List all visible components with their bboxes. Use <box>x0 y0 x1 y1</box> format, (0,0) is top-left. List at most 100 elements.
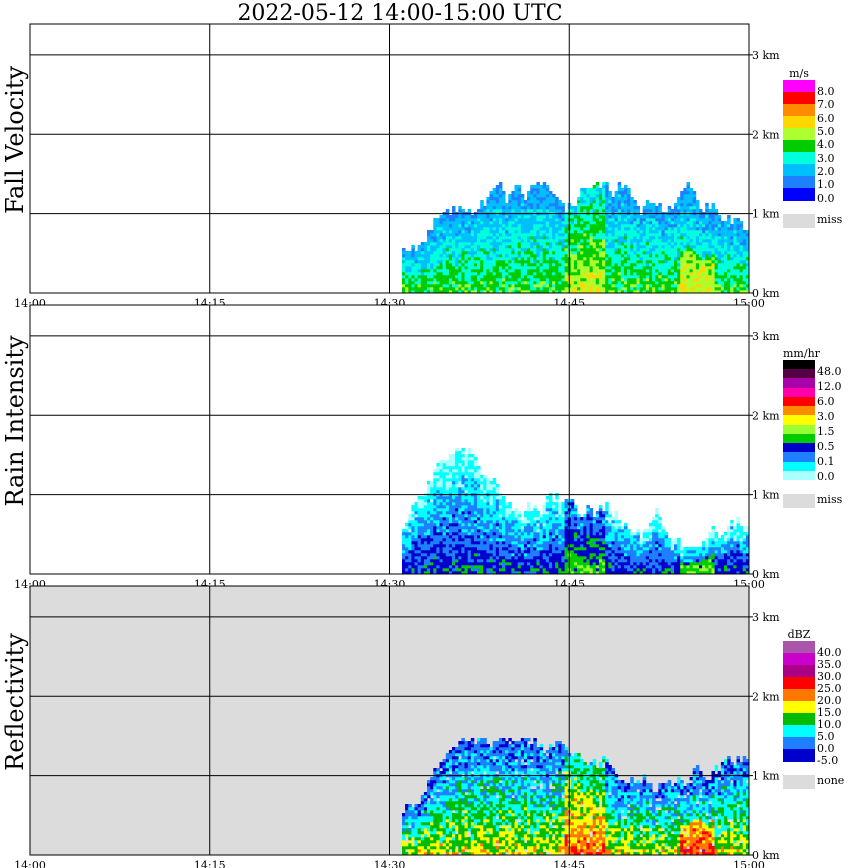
echo-cell <box>705 257 709 261</box>
echo-cell <box>458 475 462 479</box>
echo-cell <box>502 505 506 509</box>
echo-cell <box>639 239 644 243</box>
echo-cell <box>467 227 472 231</box>
echo-cell <box>548 248 553 252</box>
echo-cell <box>598 275 603 279</box>
echo-cell <box>589 251 594 255</box>
echo-cell <box>417 272 422 276</box>
echo-cell <box>533 532 537 536</box>
echo-cell <box>483 484 487 488</box>
echo-cell <box>720 275 725 279</box>
echo-cell <box>436 263 440 267</box>
echo-cell <box>552 502 556 506</box>
echo-cell <box>511 565 515 569</box>
echo-cell <box>695 251 700 255</box>
echo-cell <box>405 550 409 554</box>
echo-cell <box>464 278 469 282</box>
echo-cell <box>658 227 662 231</box>
echo-cell <box>745 248 750 252</box>
echo-cell <box>505 541 509 545</box>
echo-cell <box>639 287 644 291</box>
echo-cell <box>514 203 519 207</box>
echo-cell <box>448 245 453 249</box>
echo-cell <box>464 514 469 518</box>
echo-cell <box>467 565 472 569</box>
echo-cell <box>636 290 641 294</box>
echo-cell <box>486 203 490 207</box>
echo-cell <box>545 517 550 521</box>
echo-cell <box>498 278 503 282</box>
echo-cell <box>558 523 562 527</box>
echo-cell <box>745 230 750 234</box>
echo-cell <box>595 182 600 186</box>
echo-cell <box>624 242 628 246</box>
echo-cell <box>733 224 737 228</box>
echo-cell <box>480 565 484 569</box>
legend-label: 0.0 <box>817 191 835 205</box>
echo-cell <box>458 233 462 237</box>
echo-cell <box>605 221 609 225</box>
echo-cell <box>436 538 440 542</box>
echo-cell <box>545 571 550 575</box>
echo-cell <box>495 281 500 285</box>
echo-cell <box>464 475 469 479</box>
echo-cell <box>448 508 453 512</box>
echo-cell <box>495 553 500 557</box>
echo-cell <box>505 523 509 527</box>
echo-cell <box>523 266 528 270</box>
echo-cell <box>433 559 437 563</box>
echo-cell <box>661 218 666 222</box>
echo-cell <box>411 272 415 276</box>
echo-cell <box>670 215 675 219</box>
echo-cell <box>539 523 544 527</box>
echo-cell <box>442 562 447 566</box>
echo-cell <box>436 269 440 273</box>
echo-cell <box>514 529 519 533</box>
echo-cell <box>436 266 440 270</box>
echo-cell <box>595 269 600 273</box>
echo-cell <box>583 535 587 539</box>
echo-cell <box>452 290 456 294</box>
echo-cell <box>523 209 528 213</box>
echo-cell <box>455 284 459 288</box>
echo-cell <box>427 287 431 291</box>
echo-cell <box>739 272 744 276</box>
echo-cell <box>652 215 656 219</box>
echo-cell <box>511 242 515 246</box>
echo-cell <box>614 236 619 240</box>
echo-cell <box>592 230 597 234</box>
echo-cell <box>573 209 578 213</box>
echo-cell <box>542 517 547 521</box>
echo-cell <box>561 505 565 509</box>
echo-cell <box>586 266 590 270</box>
echo-cell <box>680 284 684 288</box>
echo-cell <box>639 215 644 219</box>
echo-cell <box>439 230 444 234</box>
echo-cell <box>411 565 415 569</box>
echo-cell <box>580 565 584 569</box>
echo-cell <box>702 224 706 228</box>
echo-cell <box>583 221 587 225</box>
echo-cell <box>508 215 512 219</box>
echo-cell <box>602 215 606 219</box>
echo-cell <box>498 559 503 563</box>
echo-cell <box>492 251 497 255</box>
echo-cell <box>470 242 475 246</box>
echo-cell <box>545 272 550 276</box>
echo-cell <box>536 559 540 563</box>
echo-cell <box>473 278 478 282</box>
echo-cell <box>408 520 412 524</box>
echo-cell <box>495 188 500 192</box>
echo-cell <box>570 239 575 243</box>
echo-cell <box>658 230 662 234</box>
echo-cell <box>608 272 612 276</box>
echo-cell <box>455 526 459 530</box>
echo-cell <box>448 260 453 264</box>
echo-cell <box>402 269 406 273</box>
echo-cell <box>670 278 675 282</box>
echo-cell <box>498 532 503 536</box>
echo-cell <box>624 233 628 237</box>
echo-cell <box>667 260 672 264</box>
echo-cell <box>620 230 625 234</box>
echo-cell <box>689 227 694 231</box>
